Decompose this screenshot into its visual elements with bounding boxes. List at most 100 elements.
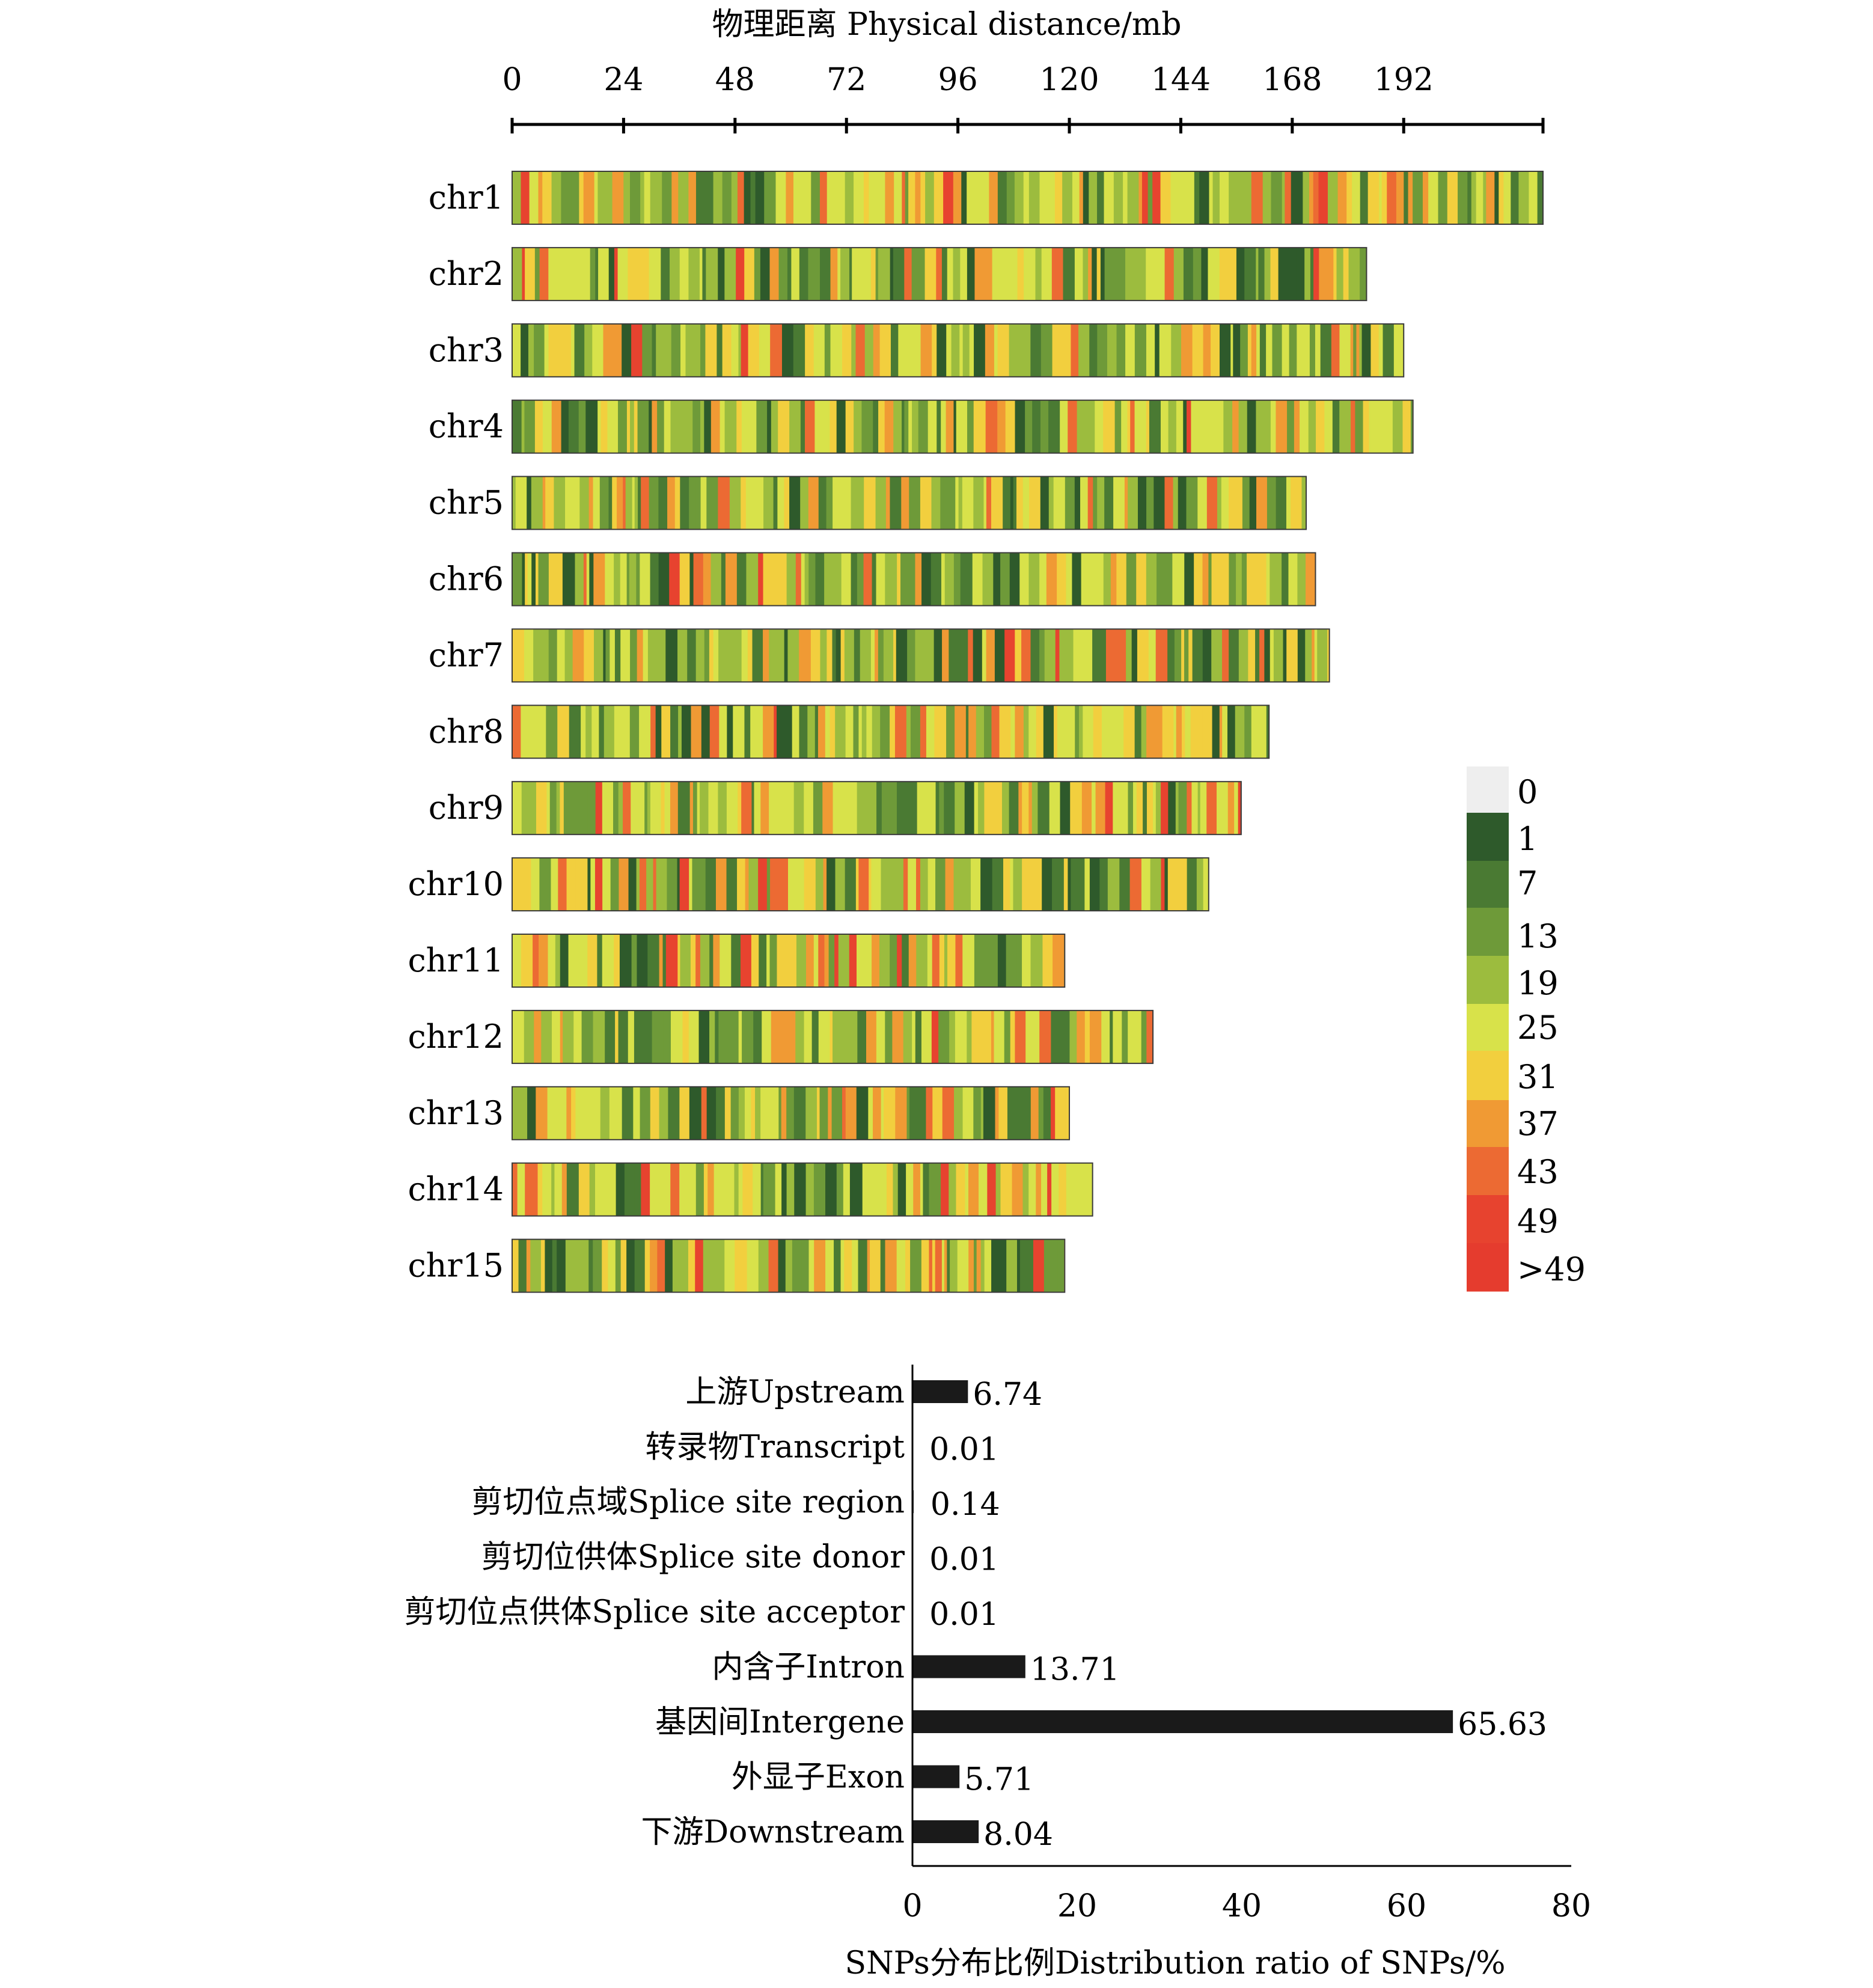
density-stripe (875, 476, 882, 530)
density-stripe (565, 476, 569, 530)
density-stripe (741, 629, 748, 682)
density-stripe (935, 858, 946, 911)
chromosome-label: chr12 (408, 1018, 504, 1056)
density-stripe (560, 1010, 563, 1063)
density-stripe (1167, 858, 1177, 911)
density-stripe (804, 858, 816, 911)
density-stripe (998, 1086, 1008, 1140)
density-stripe (849, 1163, 854, 1216)
density-stripe (1072, 171, 1080, 224)
density-stripe (1035, 247, 1042, 301)
density-stripe (566, 247, 574, 301)
density-stripe (870, 1239, 881, 1292)
x-tick-label: 144 (1151, 62, 1211, 98)
density-stripe (801, 552, 805, 606)
density-stripe (650, 1163, 658, 1216)
legend-label: 25 (1517, 1009, 1559, 1047)
density-stripe (976, 1239, 982, 1292)
density-stripe (900, 552, 904, 606)
density-stripe (545, 476, 554, 530)
density-stripe (1028, 705, 1037, 759)
density-stripe (699, 247, 703, 301)
density-stripe (906, 1163, 914, 1216)
density-stripe (830, 1010, 833, 1063)
density-stripe (1291, 171, 1303, 224)
density-stripe (820, 629, 827, 682)
density-stripe (760, 247, 770, 301)
density-stripe (903, 1010, 907, 1063)
density-stripe (1030, 1239, 1034, 1292)
density-stripe (704, 400, 712, 453)
density-stripe (670, 1010, 683, 1063)
density-stripe (1222, 629, 1229, 682)
density-stripe (1063, 323, 1071, 377)
density-stripe (1173, 247, 1184, 301)
density-stripe (1285, 171, 1292, 224)
density-stripe (1113, 171, 1123, 224)
chromosome-label: chr6 (429, 560, 504, 598)
legend-swatch (1467, 956, 1509, 1005)
density-stripe (1178, 781, 1187, 835)
density-stripe (665, 934, 678, 987)
density-stripe (1247, 552, 1257, 606)
density-stripe (512, 323, 521, 377)
density-stripe (1146, 552, 1157, 606)
density-stripe (617, 476, 623, 530)
density-stripe (531, 858, 537, 911)
density-stripe (708, 781, 715, 835)
density-stripe (1337, 171, 1347, 224)
density-stripe (677, 781, 691, 835)
density-stripe (836, 629, 842, 682)
density-stripe (581, 705, 586, 759)
density-stripe (1125, 323, 1135, 377)
density-stripe (881, 858, 893, 911)
density-stripe (704, 629, 710, 682)
density-stripe (804, 552, 809, 606)
density-stripe (639, 705, 651, 759)
density-stripe (554, 1163, 563, 1216)
density-stripe (679, 1163, 688, 1216)
chromosome-label: chr1 (429, 179, 504, 216)
density-stripe (760, 1163, 764, 1216)
density-stripe (1018, 781, 1022, 835)
density-stripe (774, 705, 777, 759)
legend-swatch (1467, 813, 1509, 861)
density-stripe (961, 171, 967, 224)
density-stripe (590, 858, 596, 911)
density-stripe (1075, 705, 1080, 759)
density-stripe (974, 934, 987, 987)
density-stripe (1162, 705, 1174, 759)
density-stripe (566, 552, 575, 606)
density-stripe (1105, 1010, 1110, 1063)
category-label: 转录物Transcript (645, 1430, 905, 1466)
chromosome-outline (512, 781, 1242, 836)
density-stripe (584, 629, 594, 682)
density-stripe (554, 247, 567, 301)
density-stripe (990, 781, 1003, 835)
density-stripe (1192, 323, 1204, 377)
density-stripe (923, 629, 935, 682)
density-stripe (616, 1163, 625, 1216)
density-stripe (605, 552, 614, 606)
density-stripe (1306, 552, 1316, 606)
density-stripe (1062, 1010, 1070, 1063)
density-stripe (738, 781, 742, 835)
density-stripe (620, 552, 628, 606)
density-stripe (700, 476, 707, 530)
density-stripe (1483, 171, 1486, 224)
density-stripe (630, 629, 638, 682)
density-stripe (558, 323, 567, 377)
density-stripe (916, 858, 921, 911)
x-tick-label: 0 (502, 62, 522, 98)
density-stripe (1104, 171, 1114, 224)
density-stripe (784, 476, 790, 530)
density-stripe (744, 247, 755, 301)
density-stripe (1314, 629, 1318, 682)
density-stripe (1361, 323, 1371, 377)
chromosome-label: chr2 (429, 255, 504, 293)
density-stripe (594, 400, 598, 453)
density-stripe (702, 247, 706, 301)
density-stripe (845, 1086, 857, 1140)
density-stripe (1054, 705, 1058, 759)
density-stripe (869, 858, 872, 911)
